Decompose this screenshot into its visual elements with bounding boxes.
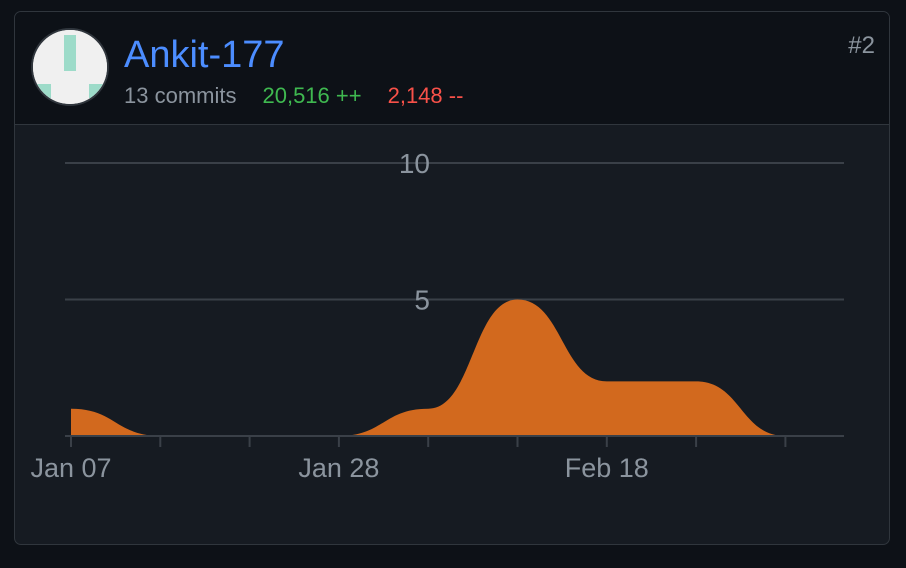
deletions-count: 2,148 --: [387, 83, 464, 108]
commits-chart: 5 10 Jan 07 Jan 28 Feb 18: [15, 125, 889, 543]
commits-area-series: [71, 299, 786, 436]
x-tick-label: Jan 28: [298, 453, 379, 483]
contributor-rank: #2: [848, 32, 875, 59]
contributor-card: Ankit-177 13 commits 20,516 ++ 2,148 -- #2…: [14, 11, 890, 545]
commits-area-chart: 5 10 Jan 07 Jan 28 Feb 18: [30, 148, 844, 483]
x-tick-label: Jan 07: [30, 453, 111, 483]
identicon-avatar-icon: [33, 30, 107, 104]
avatar[interactable]: [31, 28, 109, 106]
contributor-username-link[interactable]: Ankit-177: [124, 34, 285, 76]
y-tick-label: 10: [399, 148, 430, 179]
x-tick-label: Feb 18: [565, 453, 649, 483]
card-header: Ankit-177 13 commits 20,516 ++ 2,148 -- #2: [15, 12, 889, 125]
contributor-stats: 13 commits 20,516 ++ 2,148 --: [124, 82, 463, 110]
commits-count-link[interactable]: 13 commits: [124, 83, 237, 108]
y-tick-label: 5: [414, 285, 430, 316]
additions-count: 20,516 ++: [262, 83, 362, 108]
